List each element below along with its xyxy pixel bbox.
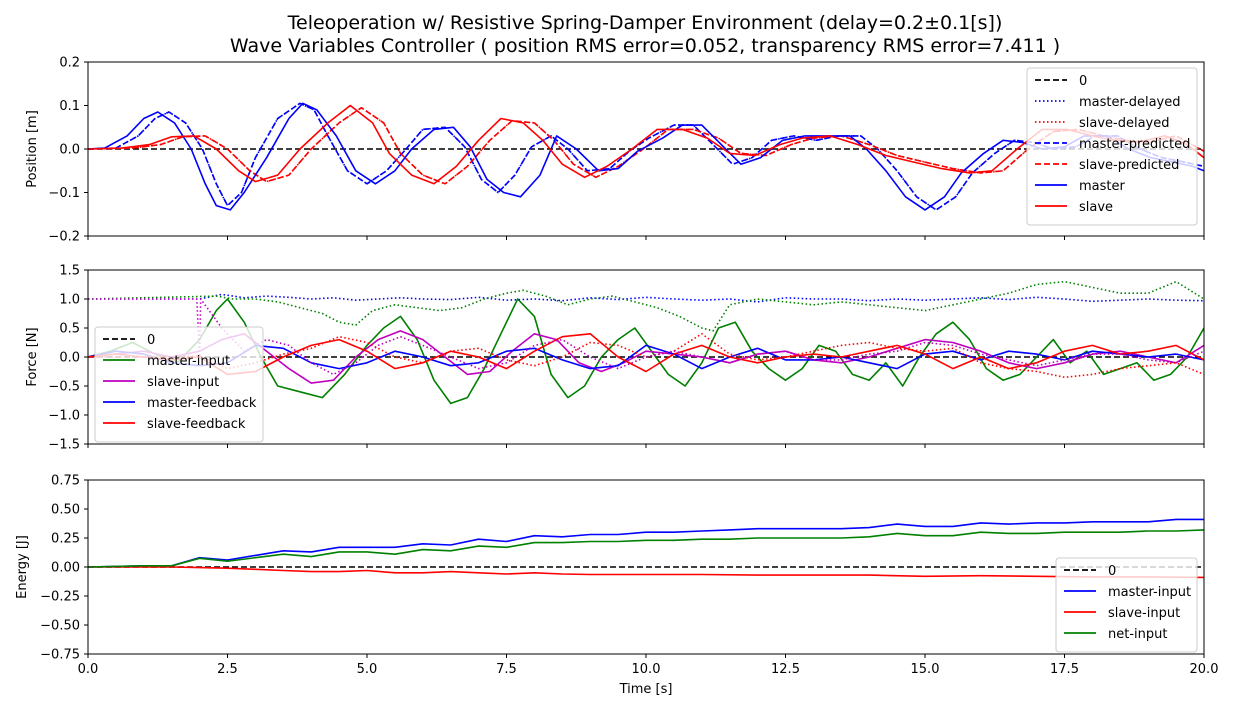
legend-label: 0 [1108,564,1116,579]
y-axis-label: Force [N] [25,327,40,386]
legend-label: slave-feedback [147,417,246,432]
series-line-net-input [88,529,1204,568]
y-tick-label: 1.0 [59,293,80,308]
series-line-slave-input [88,330,1204,384]
legend-label: master-predicted [1079,137,1190,152]
legend-label: master-input [1108,585,1191,600]
series-line-master-delayed-feedback [88,293,1204,303]
series-line-slave-predicted [88,106,1204,185]
y-tick-label: 0.50 [51,503,80,518]
y-tick-label: −1.5 [48,438,80,453]
series-line-master-delayed [88,102,1204,211]
plot-frame [87,61,1205,237]
y-tick-label: 0.1 [59,99,80,114]
legend-label: master-feedback [147,396,257,411]
plot-frame [87,269,1205,445]
series-line-master-input [88,298,1204,405]
x-tick-label: 7.5 [496,662,517,677]
y-tick-label: 0.2 [59,56,80,71]
legend-label: 0 [1079,74,1087,89]
y-axis-label: Energy [J] [15,535,30,599]
plot-frame [87,479,1205,655]
series-line-master-input [88,518,1204,568]
legend: 0 master-delayed slave-delayed master-predi… [1026,67,1198,226]
x-tick-label: 5.0 [357,662,378,677]
y-tick-label: −0.2 [48,230,80,245]
y-tick-label: 1.5 [59,264,80,279]
x-tick-label: 17.5 [1050,662,1079,677]
y-tick-label: 0.25 [51,532,80,547]
figure-title-line1: Teleoperation w/ Resistive Spring-Damper… [287,12,1003,34]
x-tick-label: 2.5 [217,662,238,677]
legend-label: master-input [147,354,230,369]
series-line-slave-feedback [88,332,1204,376]
legend-label: net-input [1108,627,1167,642]
series-line-master-delayed-input [88,298,1204,376]
x-tick-label: 20.0 [1190,662,1219,677]
series-line-master-feedback [88,344,1204,370]
legend-label: slave-input [147,375,219,390]
x-tick-label: 12.5 [771,662,800,677]
y-tick-label: 0.75 [51,474,80,489]
series-line-slave-delayed-feedback [88,280,1204,332]
x-tick-label: 0.0 [78,662,99,677]
y-tick-label: 0.00 [51,561,80,576]
y-tick-label: 0.0 [59,143,80,158]
y-tick-label: −0.75 [40,648,80,663]
x-tick-label: 10.0 [632,662,661,677]
x-axis-label: Time [s] [619,682,673,697]
legend-label: slave [1079,200,1113,215]
y-tick-label: −0.1 [48,186,80,201]
legend-label: master [1079,179,1125,194]
legend: 0 master-input slave-input net-input [1055,557,1198,653]
legend-label: slave-input [1108,606,1180,621]
force-panel: 1.5 1.0 0.5 0.0 −0.5 −1.0 −1.5 Force [N] 0 master… [25,264,1205,453]
y-axis-label: Position [m] [25,110,40,188]
y-tick-label: −0.25 [40,590,80,605]
y-tick-label: −0.50 [40,619,80,634]
y-tick-label: −0.5 [48,380,80,395]
figure-title-line2: Wave Variables Controller ( position RMS… [230,35,1060,57]
series-line-master [88,102,1204,211]
legend-label: slave-delayed [1079,116,1170,131]
legend-label: master-delayed [1079,95,1180,110]
series-line-slave [88,104,1204,185]
series-line-slave-input [88,566,1204,579]
legend: 0 master-input slave-input master-feedback s… [94,326,264,443]
legend-label: slave-predicted [1079,158,1179,173]
energy-panel: 0.75 0.50 0.25 0.00 −0.25 −0.50 −0.750.0 2.5 5.0… [15,474,1218,698]
x-tick-label: 15.0 [911,662,940,677]
position-panel: 0.2 0.1 0.0 −0.1 −0.2 Position [m] 0 master-del… [25,56,1205,245]
legend-label: 0 [147,333,155,348]
y-tick-label: −1.0 [48,409,80,424]
y-tick-label: 0.5 [59,322,80,337]
y-tick-label: 0.0 [59,351,80,366]
